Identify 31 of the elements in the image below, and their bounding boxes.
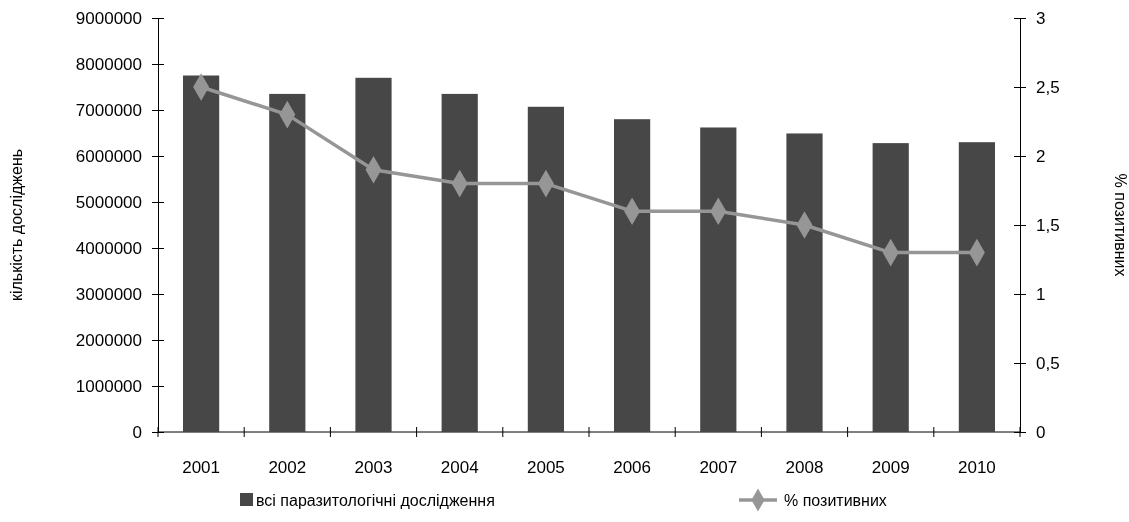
y-tick-label: 6000000 — [75, 146, 142, 166]
x-tick-label: 2006 — [613, 458, 652, 477]
y-tick-label: 4000000 — [75, 238, 142, 258]
y2-tick-label: 3 — [1036, 8, 1046, 28]
x-tick-label: 2004 — [440, 458, 479, 477]
y-tick-label: 8000000 — [75, 54, 142, 74]
y2-tick-label: 1,5 — [1036, 215, 1060, 235]
y2-tick-label: 1 — [1036, 284, 1046, 304]
x-tick-label: 2009 — [871, 458, 910, 477]
y-tick-label: 5000000 — [75, 192, 142, 212]
y-tick-label: 7000000 — [75, 100, 142, 120]
y2-tick-label: 0 — [1036, 422, 1046, 442]
y-tick-label: 3000000 — [75, 284, 142, 304]
y-tick-label: 9000000 — [75, 8, 142, 28]
legend-label: % позитивних — [784, 492, 887, 509]
x-tick-label: 2003 — [354, 458, 393, 477]
y-tick-label: 0 — [132, 422, 142, 442]
x-tick-label: 2005 — [526, 458, 565, 477]
x-tick-label: 2008 — [785, 458, 824, 477]
y2-tick-label: 2 — [1036, 146, 1046, 166]
x-tick-label: 2010 — [957, 458, 996, 477]
y-tick-label: 2000000 — [75, 330, 142, 350]
legend-label: всі паразитологічні дослідження — [256, 492, 495, 509]
y2-tick-label: 2,5 — [1036, 77, 1060, 97]
x-tick-label: 2007 — [699, 458, 738, 477]
y2-tick-label: 0,5 — [1036, 353, 1060, 373]
y-axis-title: кількість досліджень — [8, 148, 25, 302]
x-tick-label: 2001 — [182, 458, 221, 477]
y-tick-label: 1000000 — [75, 376, 142, 396]
x-tick-label: 2002 — [268, 458, 307, 477]
y2-axis-title: % позитивних — [1112, 173, 1129, 277]
